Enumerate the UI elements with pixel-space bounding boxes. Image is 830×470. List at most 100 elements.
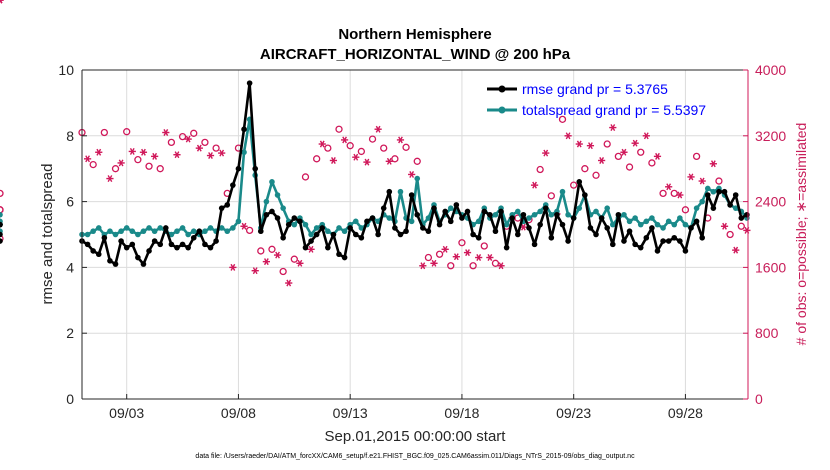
rmse-point [358, 234, 365, 241]
legend-rmse-marker [498, 85, 506, 93]
obs-possible-marker [435, 250, 444, 258]
obs-possible-marker [324, 144, 332, 152]
obs-possible-marker [726, 230, 734, 239]
x-tick-label: 09/18 [444, 405, 479, 421]
obs-possible-marker [123, 128, 131, 136]
obs-possible-marker [100, 128, 108, 137]
obs-assimilated-marker [352, 153, 360, 161]
totalspread-point [202, 228, 208, 235]
rmse-point [565, 238, 571, 244]
obs-assimilated-marker [83, 155, 92, 163]
rmse-point [520, 211, 527, 218]
totalspread-point [207, 225, 214, 231]
rmse-point [107, 258, 113, 264]
obs-assimilated-marker [586, 142, 595, 150]
obs-possible-marker [424, 253, 433, 262]
totalspread-point [677, 215, 683, 221]
x-tick-label: 09/23 [556, 405, 591, 421]
rmse-point [369, 215, 376, 221]
totalspread-point [84, 231, 91, 238]
totalspread-point [492, 211, 499, 218]
y-tick-label-right: 1600 [755, 259, 786, 275]
obs-possible-marker [391, 155, 399, 163]
rmse-point [626, 228, 633, 235]
obs-possible-marker [201, 138, 209, 147]
totalspread-point [179, 225, 186, 231]
obs-possible-marker [212, 144, 220, 152]
totalspread-point [336, 225, 342, 231]
totalspread-point [515, 208, 521, 215]
rmse-point [654, 248, 661, 254]
obs-possible-marker [111, 165, 120, 173]
obs-assimilated-marker [329, 157, 338, 164]
obs-assimilated-marker [665, 183, 673, 191]
totalspread-point [107, 228, 113, 235]
obs-possible-marker [547, 192, 555, 200]
totalspread-point [593, 208, 599, 215]
rmse-point [224, 202, 231, 208]
obs-assimilated-marker [452, 253, 460, 261]
totalspread-point [671, 221, 678, 228]
totalspread-point [123, 225, 130, 231]
rmse-point [487, 211, 493, 218]
totalspread-point [224, 228, 231, 235]
rmse-point [682, 248, 689, 254]
totalspread-point [704, 185, 711, 192]
chart-subtitle: AIRCRAFT_HORIZONTAL_WIND @ 200 hPa [260, 46, 571, 63]
obs-possible-marker [458, 239, 466, 247]
rmse-point [207, 244, 214, 251]
y-axis-label-right: # of obs: o=possible; ∗=assimilated [793, 123, 809, 346]
rmse-point [609, 241, 616, 248]
rmse-point [90, 248, 96, 254]
obs-possible-marker [491, 259, 500, 267]
obs-possible-marker [659, 189, 667, 198]
rmse-point [101, 234, 108, 241]
obs-possible-marker [469, 262, 477, 270]
totalspread-point [140, 228, 147, 235]
rmse-point [118, 238, 124, 244]
obs-assimilated-marker [419, 262, 427, 270]
totalspread-point [637, 221, 644, 228]
totalspread-point [609, 221, 616, 228]
rmse-point [190, 234, 197, 241]
rmse-point [671, 234, 678, 241]
rmse-point [431, 205, 437, 211]
y-tick-label-right: 3200 [755, 128, 786, 144]
rmse-point [302, 244, 309, 251]
obs-assimilated-marker [363, 158, 371, 166]
rmse-point [621, 238, 627, 244]
obs-possible-marker [670, 189, 678, 198]
rmse-point [475, 234, 482, 241]
obs-assimilated-marker [720, 222, 729, 230]
rmse-point [308, 238, 314, 244]
totalspread-point [397, 188, 404, 195]
totalspread-point [621, 211, 627, 218]
totalspread-point [135, 231, 141, 238]
obs-assimilated-marker [486, 254, 494, 261]
x-tick-label: 09/28 [668, 405, 703, 421]
totalspread-point [269, 179, 275, 185]
obs-possible-marker [380, 144, 388, 152]
obs-assimilated-marker [139, 148, 148, 156]
legend: rmse grand pr = 5.3765 totalspread grand… [487, 81, 706, 118]
rmse-point [637, 244, 644, 251]
rmse-point [425, 228, 432, 235]
rmse-point [470, 231, 476, 238]
obs-possible-marker [536, 165, 544, 174]
x-axis-label: Sep.01,2015 00:00:00 start [325, 428, 507, 445]
obs-assimilated-marker [184, 135, 192, 143]
obs-possible-marker [279, 267, 287, 276]
x-tick-label: 09/03 [109, 405, 144, 421]
totalspread-point [548, 211, 555, 218]
rmse-point [459, 215, 465, 221]
rmse-point [386, 188, 393, 195]
rmse-point [531, 241, 538, 248]
y-tick-label-right: 4000 [755, 62, 786, 78]
totalspread-point [190, 228, 197, 235]
obs-possible-marker [614, 152, 623, 161]
rmse-point [548, 234, 555, 241]
obs-assimilated-marker [396, 136, 405, 144]
obs-possible-marker [402, 143, 410, 151]
rmse-point [274, 215, 281, 221]
rmse-point [677, 238, 683, 244]
